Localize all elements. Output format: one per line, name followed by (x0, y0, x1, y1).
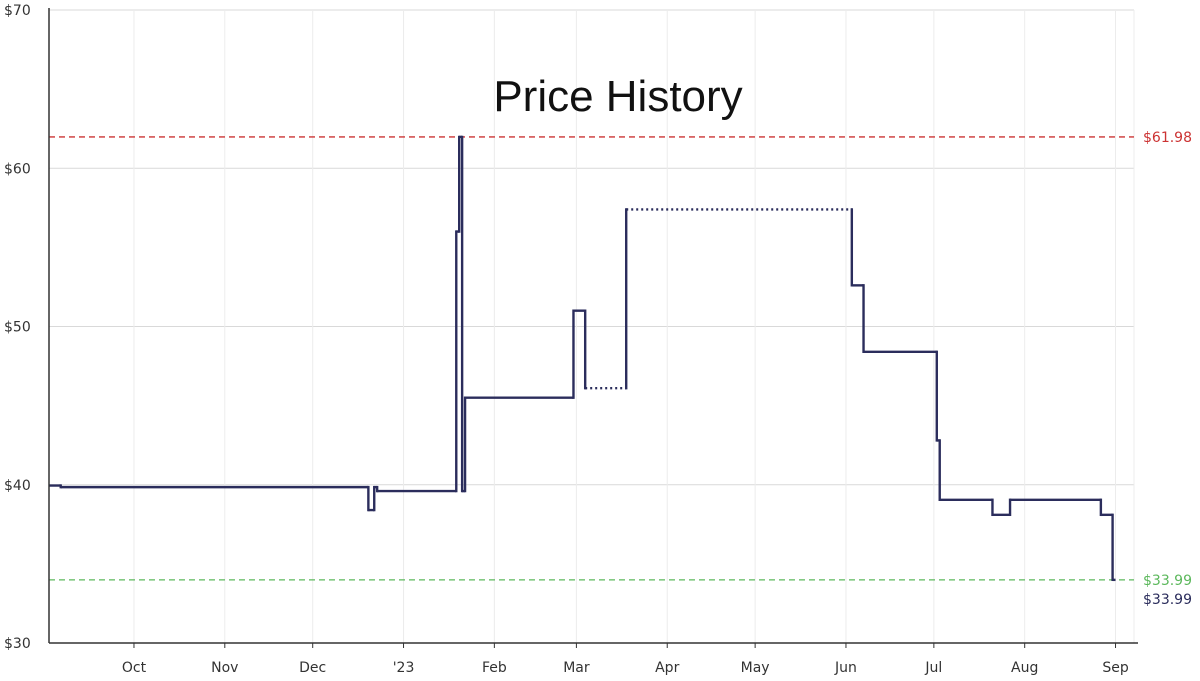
current-price-label: $33.99 (1143, 592, 1192, 608)
x-tick-label: Apr (655, 660, 679, 676)
y-tick-label: $50 (4, 320, 31, 336)
x-tick-label: Jul (924, 660, 942, 676)
price-series (49, 135, 1116, 582)
y-tick-label: $60 (4, 161, 31, 177)
axes: $30 $40 $50 $60 $70 Oct Nov Dec '23 Feb Mar Apr May J… (4, 3, 1138, 676)
x-tick-label: Jun (834, 660, 857, 676)
x-tick-label: Nov (211, 660, 238, 676)
chart-title: Price History (493, 72, 742, 121)
x-tick-label: Mar (563, 660, 590, 676)
x-tick-label: Sep (1102, 660, 1129, 676)
x-tick-label: Feb (482, 660, 507, 676)
x-tick-label: '23 (393, 660, 415, 676)
y-tick-label: $30 (4, 636, 31, 652)
x-tick-label: May (741, 660, 770, 676)
lowest-price-label: $33.99 (1143, 573, 1192, 589)
x-tick-label: Oct (122, 660, 147, 676)
y-tick-label: $70 (4, 3, 31, 19)
highest-price-label: $61.98 (1143, 130, 1192, 146)
x-tick-label: Dec (299, 660, 326, 676)
reference-lines: $61.98 $33.99 $33.99 (49, 130, 1192, 608)
y-tick-label: $40 (4, 478, 31, 494)
grid-lines (49, 9, 1135, 643)
x-tick-label: Aug (1011, 660, 1038, 676)
